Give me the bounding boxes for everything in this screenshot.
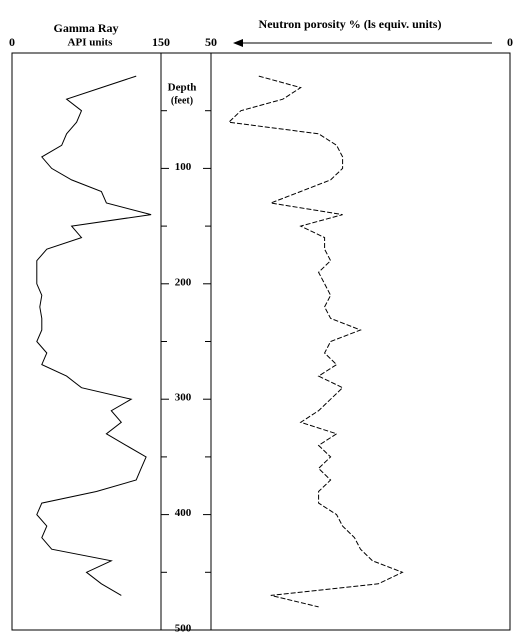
arrow-head [233, 39, 243, 47]
y-tick-label: 300 [175, 392, 192, 404]
track-title: Gamma Ray [54, 21, 119, 35]
y-tick-label: 500 [175, 623, 192, 635]
x-tick-label: 150 [152, 35, 170, 49]
plot-frame [11, 52, 511, 631]
track-units: API units [68, 37, 114, 49]
x-tick-label: 50 [205, 35, 217, 49]
track-title: Neutron porosity % (ls equiv. units) [259, 17, 442, 31]
axis-unit: (feet) [171, 95, 193, 106]
y-tick-label: 200 [175, 276, 192, 288]
log-curve [36, 75, 152, 596]
y-tick-label: 400 [175, 507, 192, 519]
y-tick-label: 100 [175, 161, 192, 173]
log-curve [227, 75, 404, 608]
x-tick-label: 0 [9, 35, 15, 49]
x-tick-label: 0 [507, 35, 513, 49]
axis-label: Depth [168, 82, 197, 94]
